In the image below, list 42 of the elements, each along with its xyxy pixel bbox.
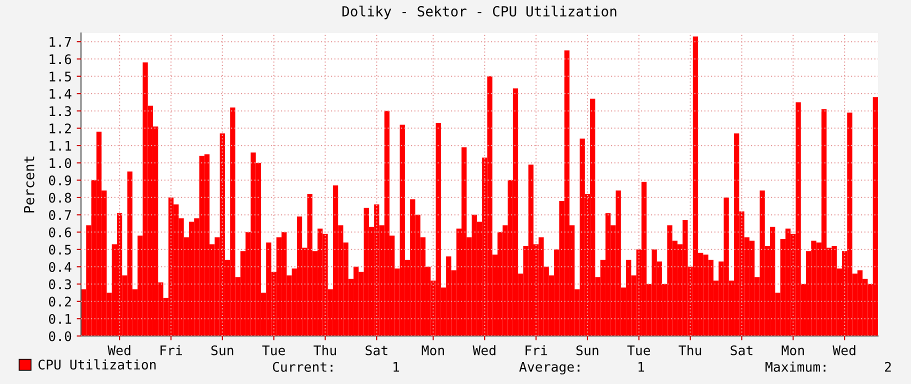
- y-tick-label: 1.4: [50, 89, 72, 99]
- x-tick-label: Mon: [422, 346, 444, 356]
- y-tick-label: 1.3: [50, 106, 71, 116]
- text: 1: [394, 362, 400, 372]
- y-tick-label: 0.5: [49, 244, 71, 255]
- x-tick-label: Wed: [832, 345, 856, 356]
- y-tick-label: 1.5: [50, 72, 71, 82]
- x-tick-label: Wed: [472, 345, 496, 356]
- x-tick-label: Fri: [526, 345, 548, 356]
- text: Maximum:: [766, 362, 826, 372]
- y-tick-label: 1.6: [50, 54, 72, 64]
- y-tick-label: 0.0: [49, 331, 72, 342]
- y-tick-label: 0.4: [49, 262, 72, 272]
- chart-title: Doliky - Sektor - CPU Utilization: [342, 6, 616, 20]
- text: 2: [884, 362, 891, 372]
- text: Current:: [272, 362, 332, 372]
- x-tick-label: Sun: [211, 345, 234, 356]
- x-tick-label: Thu: [678, 345, 702, 356]
- y-tick-label: 1.7: [50, 37, 71, 47]
- x-tick-label: Sun: [576, 345, 598, 356]
- x-tick-label: Wed: [108, 345, 130, 356]
- y-tick-label: 0.9: [49, 175, 72, 186]
- legend-label: CPU Utilization: [38, 359, 156, 370]
- x-tick-label: Mon: [782, 346, 804, 356]
- text: 1: [638, 362, 644, 372]
- x-tick-label: Fri: [160, 345, 182, 356]
- text: Average:: [519, 362, 580, 374]
- y-tick-label: 0.8: [49, 192, 72, 203]
- y-tick-label: 0.1: [49, 314, 72, 324]
- x-tick-label: Sat: [730, 345, 752, 356]
- y-tick-label: 0.3: [49, 279, 71, 290]
- x-tick-label: Thu: [314, 345, 336, 356]
- x-tick-label: Tue: [262, 346, 285, 356]
- y-axis-title: Percent: [24, 156, 34, 212]
- x-tick-label: Tue: [627, 346, 650, 356]
- y-tick-label: 1.0: [50, 158, 72, 168]
- x-tick-label: Sat: [366, 345, 388, 356]
- y-tick-label: 0.6: [49, 227, 72, 238]
- y-tick-label: 0.7: [49, 210, 71, 220]
- y-tick-label: 1.1: [50, 140, 72, 151]
- y-tick-label: 1.2: [50, 123, 71, 134]
- y-tick-label: 0.2: [49, 296, 71, 307]
